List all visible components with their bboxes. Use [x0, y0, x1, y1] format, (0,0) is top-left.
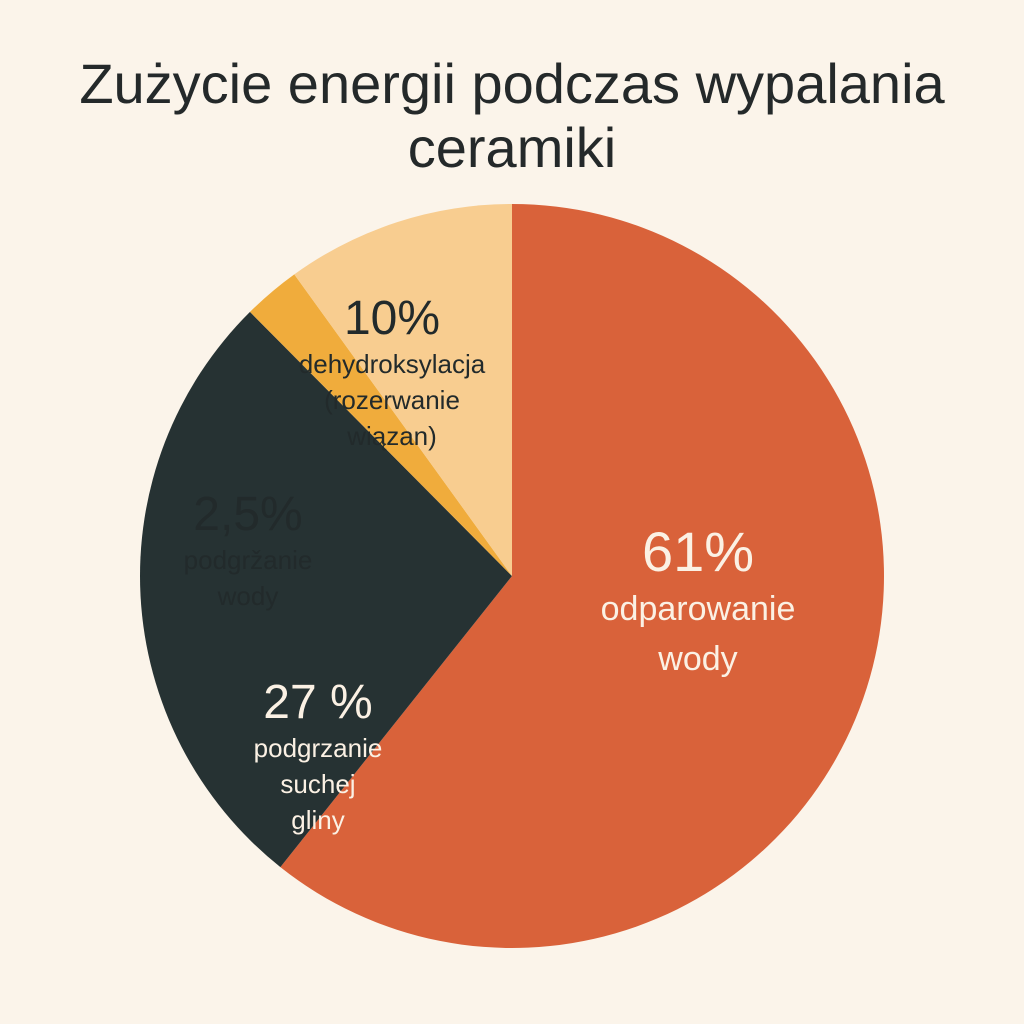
pct-label: 61% — [641, 520, 755, 583]
pct-label: 10% — [343, 292, 441, 345]
category-label: dehydroksylacja — [298, 349, 486, 379]
category-label: (rozerwanie — [324, 385, 460, 415]
pie-slice-0 — [280, 204, 885, 948]
chart-title: Zużycie energii podczas wypalania cerami… — [79, 52, 945, 179]
pie-slice-3 — [294, 204, 512, 576]
category-label: wiązan) — [347, 421, 437, 451]
category-label: podgrzanie — [253, 733, 383, 763]
category-label: podgržanie — [183, 545, 313, 575]
pie-slice-2 — [249, 274, 512, 576]
category-label: suchej — [280, 769, 356, 799]
category-label: gliny — [291, 805, 345, 835]
slice-label-dehydroksylacja: 10% dehydroksylacja (rozerwanie wiązan) — [299, 292, 485, 454]
slice-label-odparowanie: 61% odparowanie wody — [601, 520, 796, 684]
slice-label-suchej-gliny: 27 % podgrzanie suchej gliny — [254, 676, 383, 838]
category-label: wody — [658, 640, 738, 678]
pct-label: 2,5% — [193, 488, 303, 541]
category-label: odparowanie — [600, 590, 796, 628]
pct-label: 27 % — [263, 676, 373, 729]
category-label: wody — [217, 581, 279, 611]
pie-slice-1 — [139, 311, 513, 868]
slice-label-podgrzanie-wody: 2,5% podgržanie wody — [184, 488, 313, 614]
